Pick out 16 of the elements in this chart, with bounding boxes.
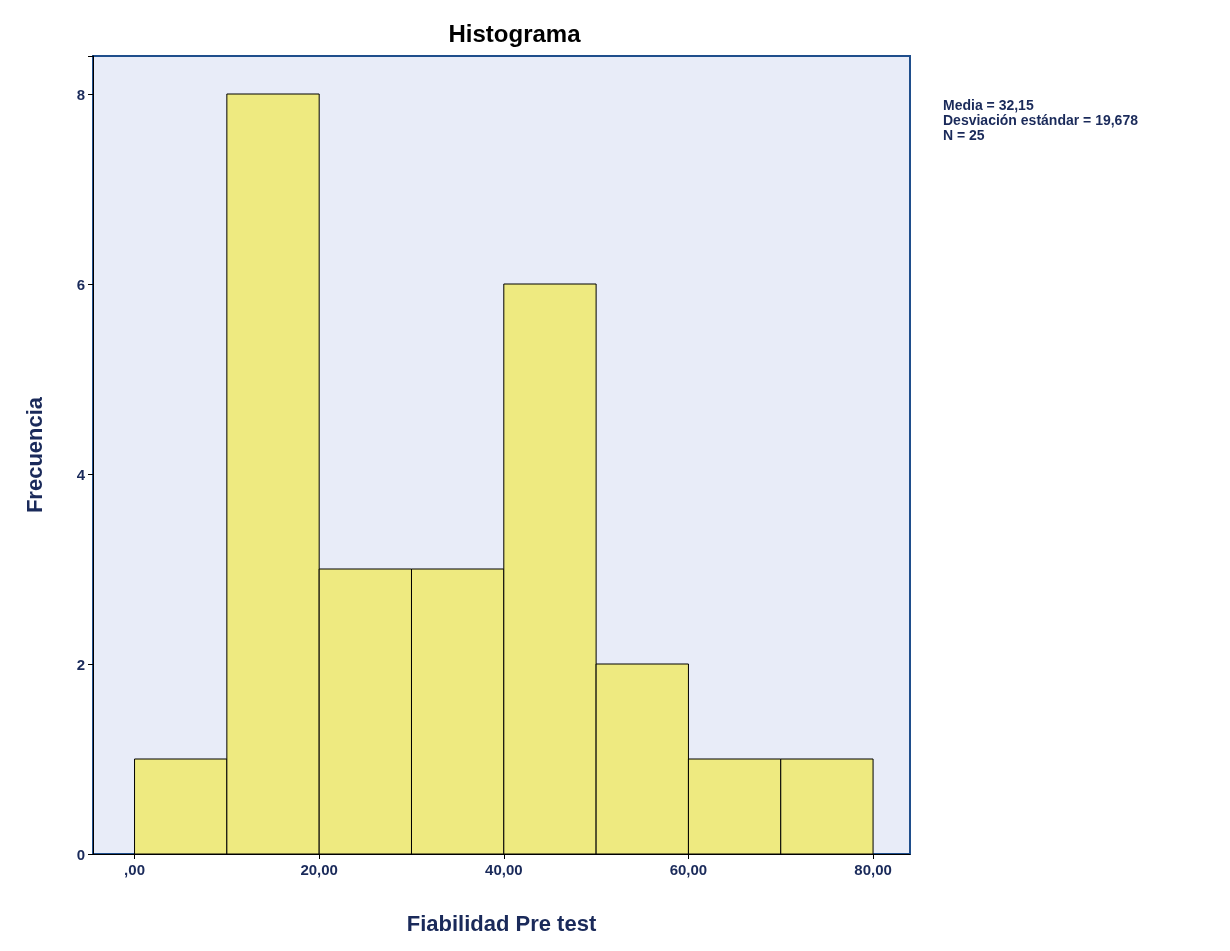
y-tick-label: 8 <box>76 85 85 103</box>
y-axis-title: Frecuencia <box>21 396 47 514</box>
x-tick-label: 40,00 <box>485 861 523 878</box>
y-tick-label: 2 <box>76 655 85 673</box>
x-axis-title: Fiabilidad Pre test <box>406 910 597 936</box>
y-tick-label: 4 <box>76 465 86 483</box>
text: Media = 32,15 <box>943 97 1034 113</box>
x-tick-label: 20,00 <box>300 861 338 878</box>
x-tick-label: 80,00 <box>854 861 892 878</box>
y-tick-label: 0 <box>76 845 85 863</box>
x-tick-label: ,00 <box>124 861 145 878</box>
text: N = 25 <box>943 127 985 143</box>
chart-title: Histograma <box>448 19 582 47</box>
x-tick-label: 60,00 <box>669 861 708 878</box>
text: Desviación estándar = 19,678 <box>943 112 1139 128</box>
y-tick-label: 6 <box>76 275 85 293</box>
